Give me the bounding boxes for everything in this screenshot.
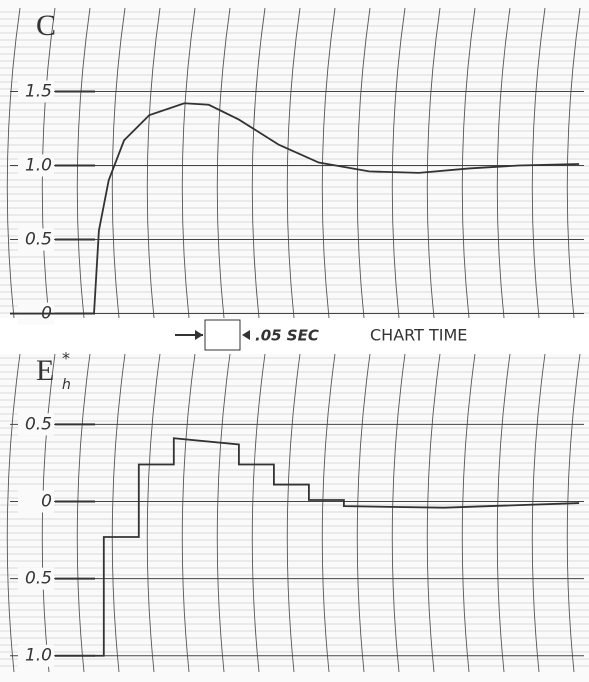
paper-arc xyxy=(111,353,126,673)
paper-arc xyxy=(391,353,406,673)
paper-arc xyxy=(251,353,266,673)
paper-arc xyxy=(76,353,91,673)
paper-arc xyxy=(531,7,546,319)
tick-label-bg xyxy=(18,154,54,177)
paper-arc xyxy=(356,353,371,673)
axis-title: E xyxy=(36,354,54,387)
paper-arc xyxy=(461,353,476,673)
tick-label-bg xyxy=(18,567,54,590)
paper-arc xyxy=(6,7,21,319)
paper-arc xyxy=(146,7,161,319)
paper-arc xyxy=(496,7,511,319)
paper-arc xyxy=(181,7,196,319)
y-tick-label: 1.0 xyxy=(25,155,52,175)
y-tick-label: 0 xyxy=(41,492,52,512)
y-tick-label: 1.5 xyxy=(25,81,52,101)
arrow-head xyxy=(195,330,203,340)
tick-label-bg xyxy=(18,413,54,436)
paper-arc xyxy=(531,353,546,673)
paper-arc xyxy=(321,353,336,673)
paper-arc xyxy=(391,7,406,319)
arrow-head xyxy=(242,330,250,340)
paper-arc xyxy=(286,7,301,319)
axis-title-sup: * xyxy=(62,349,70,368)
chart-time-label: CHART TIME xyxy=(370,326,467,345)
paper-arc xyxy=(426,7,441,319)
axis-title: C xyxy=(36,9,56,42)
data-line xyxy=(94,437,580,657)
axis-title-sub: h xyxy=(62,377,71,393)
paper-arc xyxy=(286,353,301,673)
y-tick-label: 0.5 xyxy=(25,414,52,434)
tick-label-bg xyxy=(18,80,54,103)
paper-arc xyxy=(41,353,56,673)
paper-arc xyxy=(6,353,21,673)
interval-label: .05 SEC xyxy=(255,327,319,345)
data-line xyxy=(10,102,580,315)
y-tick-label: 0.5 xyxy=(25,569,52,589)
paper-arc xyxy=(146,353,161,673)
paper-arc xyxy=(566,353,581,673)
y-tick-label: 0.5 xyxy=(25,230,52,250)
paper-arc xyxy=(111,7,126,319)
paper-arc xyxy=(426,353,441,673)
paper-arc xyxy=(461,7,476,319)
paper-arc xyxy=(76,7,91,319)
paper-grid xyxy=(0,7,589,673)
tick-label-bg xyxy=(18,644,54,667)
tick-label-bg xyxy=(18,228,54,251)
paper-arc xyxy=(216,7,231,319)
paper-arc xyxy=(181,353,196,673)
tick-label-bg xyxy=(18,490,54,513)
paper-arc xyxy=(496,353,511,673)
paper-arc xyxy=(356,7,371,319)
interval-box xyxy=(204,319,241,351)
paper-arc xyxy=(566,7,581,319)
paper-arc xyxy=(251,7,266,319)
time-band xyxy=(0,318,589,354)
paper-arc xyxy=(216,353,231,673)
plots: 00.51.01.5C0.500.51.0E *h xyxy=(10,9,584,667)
y-tick-label: 1.0 xyxy=(25,646,52,666)
